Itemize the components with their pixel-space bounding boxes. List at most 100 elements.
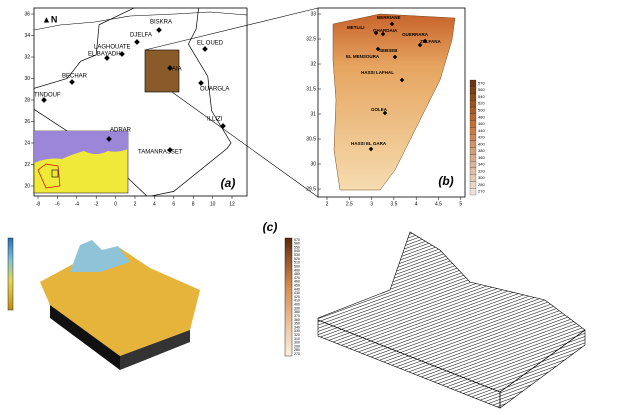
y-tick-label: 32 — [24, 54, 30, 60]
colorbar-cell — [470, 100, 476, 107]
colorbar-label: 520 — [478, 101, 485, 106]
panel-label: (b) — [438, 174, 453, 188]
x-tick-label: 4 — [415, 201, 418, 207]
colorbar-cell — [470, 114, 476, 121]
colorbar-cell — [470, 87, 476, 94]
y-tick-label: 26 — [24, 119, 30, 125]
city-label: ILLIZI — [207, 117, 223, 123]
colorbar-cell — [470, 168, 476, 175]
colorbar-cell — [470, 141, 476, 148]
colorbar-label: 560 — [478, 87, 485, 92]
colorbar-cell — [470, 175, 476, 182]
y-tick-label: 30 — [24, 76, 30, 82]
x-tick-label: -2 — [94, 201, 99, 207]
city-label: LAGHOUATE — [94, 45, 131, 51]
x-tick-label: 2 — [134, 201, 137, 207]
colorbar-label: 380 — [478, 148, 485, 153]
colorbar-cell — [470, 121, 476, 128]
figure: ▲N (a) (b) (c) -8-6-4-202468101220222426… — [0, 0, 622, 412]
city-label: GHARDAIA — [373, 28, 398, 33]
colorbar-label: 500 — [478, 108, 485, 113]
x-tick-label: 4.5 — [435, 201, 442, 207]
city-label: TINDOUF — [34, 93, 61, 99]
colorbar-label: 340 — [478, 162, 485, 167]
colorbar-label: 420 — [478, 135, 485, 140]
city-label: BISKRA — [150, 20, 172, 26]
colorbar-cell — [470, 148, 476, 155]
y-tick-label: 20 — [24, 183, 30, 189]
y-tick-label: 31.5 — [306, 86, 316, 92]
x-tick-label: 3 — [370, 201, 373, 207]
colorbar-label: 320 — [478, 168, 485, 173]
city-label: EL MENSOURA — [346, 54, 380, 59]
y-tick-label: 30 — [310, 161, 316, 167]
x-tick-label: 5 — [459, 201, 462, 207]
colorbar-label: 480 — [478, 114, 485, 119]
city-label: OUARGLA — [200, 87, 229, 93]
x-tick-label: -8 — [36, 201, 41, 207]
city-label: TAMANRASSET — [138, 150, 183, 156]
city-label: METLILI — [347, 25, 365, 30]
x-tick-label: 2.5 — [346, 201, 353, 207]
y-tick-label: 32 — [310, 61, 316, 67]
x-tick-label: -6 — [55, 201, 60, 207]
colorbar-label: 280 — [478, 182, 485, 187]
panel-label: (c) — [263, 220, 278, 234]
y-tick-label: 34 — [24, 33, 30, 39]
y-tick-label: 30.5 — [306, 136, 316, 142]
city-label: BECHAR — [62, 74, 88, 80]
y-tick-label: 28 — [24, 97, 30, 103]
panel-b: (b) — [318, 8, 465, 197]
city-label: EL OUED — [197, 41, 224, 47]
y-tick-label: 29.5 — [306, 186, 316, 192]
city-label: GUERRARA — [402, 32, 429, 37]
colorbar-label: 460 — [478, 121, 485, 126]
x-tick-label: 12 — [229, 201, 235, 207]
colorbar-label: 400 — [478, 141, 485, 146]
x-tick-label: -4 — [75, 201, 80, 207]
north-arrow: ▲N — [42, 14, 57, 24]
colorbar-cell — [470, 127, 476, 134]
colorbar — [8, 238, 13, 310]
y-tick-label: 32.5 — [306, 36, 316, 42]
colorbar-cell — [470, 134, 476, 141]
city-label: EL BAYADH — [88, 52, 121, 58]
colorbar-cell — [470, 181, 476, 188]
colorbar-label: 270 — [294, 352, 300, 356]
colorbar-cell — [470, 154, 476, 161]
colorbar-cell — [470, 161, 476, 168]
city-label: HASSI LAFHAL — [361, 70, 394, 75]
y-tick-label: 24 — [24, 140, 30, 146]
city-label: GOLEA — [371, 107, 388, 112]
surface-3d-wire — [285, 232, 585, 408]
y-tick-label: 36 — [24, 11, 30, 17]
colorbar-label: 360 — [478, 155, 485, 160]
city-label: AIA — [172, 67, 182, 73]
colorbar-label: 570 — [478, 80, 485, 85]
colorbar-label: 300 — [478, 175, 485, 180]
x-tick-label: 4 — [153, 201, 156, 207]
colorbar-label: 440 — [478, 128, 485, 133]
y-tick-label: 22 — [24, 162, 30, 168]
city-label: ZELFANA — [420, 39, 441, 44]
colorbar-cell — [470, 188, 476, 195]
colorbar-cell — [470, 94, 476, 101]
x-tick-label: 3.5 — [390, 201, 397, 207]
panel-label: (a) — [221, 176, 236, 190]
city-label: SEBSEB — [379, 48, 398, 53]
city-label: BERRIANE — [377, 15, 401, 20]
colorbar-cell — [470, 80, 476, 87]
x-tick-label: 2 — [326, 201, 329, 207]
colorbar-label: 270 — [478, 189, 485, 194]
y-tick-label: 33 — [310, 11, 316, 17]
x-tick-label: 10 — [210, 201, 216, 207]
city-label: ADRAR — [110, 128, 132, 134]
city-label: DJELFA — [130, 33, 152, 39]
colorbar — [285, 238, 292, 356]
colorbar-label: 540 — [478, 94, 485, 99]
city-label: HASSI EL GARA — [351, 141, 387, 146]
x-tick-label: 0 — [114, 201, 117, 207]
y-tick-label: 31 — [310, 111, 316, 117]
x-tick-label: 6 — [172, 201, 175, 207]
x-tick-label: 8 — [192, 201, 195, 207]
